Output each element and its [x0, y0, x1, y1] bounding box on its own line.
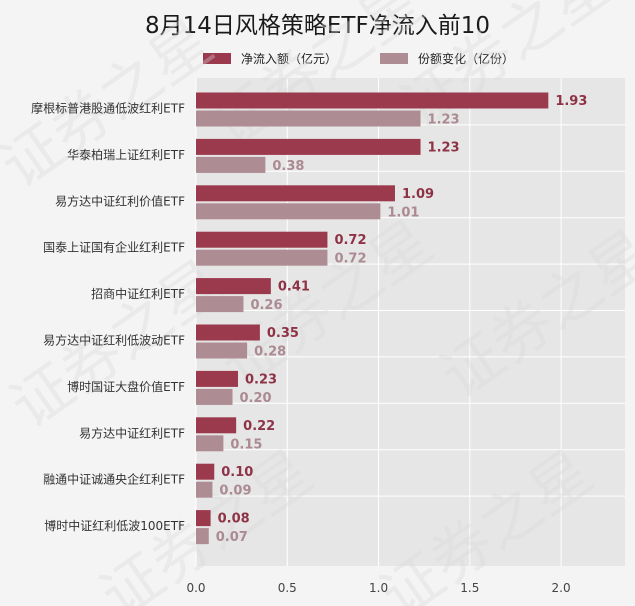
bar-net-inflow [196, 370, 238, 387]
data-label-share-change: 0.26 [250, 298, 282, 313]
legend-label-share-change: 份额变化（亿份） [418, 51, 515, 66]
plot-background [196, 78, 625, 566]
data-label-net-inflow: 0.08 [218, 512, 250, 527]
x-tick-label: 2.0 [552, 581, 571, 595]
category-label: 易方达中证红利低波动ETF [43, 333, 185, 348]
bar-net-inflow [196, 463, 215, 480]
data-label-share-change: 0.28 [254, 345, 286, 360]
bar-share-change [196, 156, 266, 173]
data-label-net-inflow: 0.35 [267, 326, 299, 341]
category-label: 国泰上证国有企业红利ETF [43, 240, 185, 255]
bar-share-change [196, 342, 248, 359]
bar-net-inflow [196, 92, 549, 109]
category-label: 博时国证大盘价值ETF [67, 379, 185, 394]
bar-net-inflow [196, 417, 237, 434]
legend-swatch-share-change [380, 52, 408, 64]
bar-share-change [196, 249, 328, 266]
bar-share-change [196, 388, 233, 405]
bar-net-inflow [196, 231, 328, 248]
bar-net-inflow [196, 278, 271, 295]
bar-net-inflow [196, 510, 211, 527]
legend: 净流入额（亿元） 份额变化（亿份） [0, 48, 635, 68]
data-label-net-inflow: 1.93 [555, 94, 587, 109]
data-label-share-change: 0.15 [230, 437, 262, 452]
chart-title: 8月14日风格策略ETF净流入前10 [145, 13, 490, 39]
category-label: 招商中证红利ETF [91, 286, 185, 301]
data-label-net-inflow: 0.23 [245, 372, 277, 387]
data-label-share-change: 0.38 [272, 159, 304, 174]
bar-share-change [196, 481, 213, 498]
legend-item-net-inflow: 净流入额（亿元） [203, 48, 337, 68]
data-label-net-inflow: 1.23 [428, 140, 460, 155]
legend-label-net-inflow: 净流入额（亿元） [241, 51, 338, 66]
data-label-share-change: 0.20 [240, 391, 272, 406]
x-tick-label: 1.5 [460, 581, 479, 595]
data-label-net-inflow: 0.72 [334, 233, 366, 248]
category-label: 摩根标普港股通低波红利ETF [31, 101, 185, 116]
legend-item-share-change: 份额变化（亿份） [380, 48, 514, 68]
bar-net-inflow [196, 324, 260, 341]
category-label: 博时中证红利低波100ETF [44, 518, 185, 533]
data-label-share-change: 1.23 [428, 113, 460, 128]
x-tick-label: 0.5 [278, 581, 297, 595]
category-label: 融通中证诚通央企红利ETF [43, 472, 185, 487]
bar-share-change [196, 435, 224, 452]
category-label: 易方达中证红利价值ETF [55, 193, 185, 208]
bar-share-change [196, 528, 209, 545]
bar-net-inflow [196, 185, 395, 202]
data-label-share-change: 0.07 [216, 530, 248, 545]
data-label-net-inflow: 1.09 [402, 187, 434, 202]
data-label-net-inflow: 0.41 [278, 280, 310, 295]
data-label-share-change: 0.72 [334, 252, 366, 267]
data-label-share-change: 1.01 [387, 205, 419, 220]
data-label-net-inflow: 0.10 [221, 465, 253, 480]
category-label: 华泰柏瑞上证红利ETF [67, 147, 185, 162]
bar-share-change [196, 296, 244, 313]
legend-swatch-net-inflow [203, 52, 231, 64]
bar-net-inflow [196, 138, 421, 155]
category-label: 易方达中证红利ETF [79, 425, 185, 440]
bar-share-change [196, 203, 381, 220]
x-tick-label: 0.0 [186, 581, 205, 595]
x-tick-label: 1.0 [369, 581, 388, 595]
data-label-share-change: 0.09 [219, 484, 251, 499]
data-label-net-inflow: 0.22 [243, 419, 275, 434]
bar-share-change [196, 110, 421, 127]
